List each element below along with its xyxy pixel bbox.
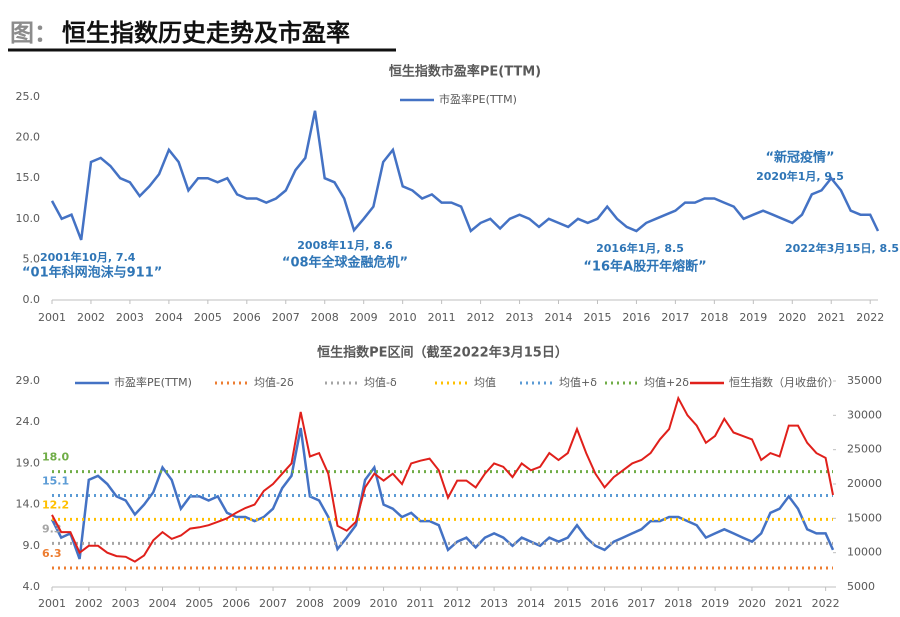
reference-label: 12.2	[42, 498, 69, 511]
x-tick-label: 2004	[149, 597, 177, 610]
x-tick-label: 2019	[739, 311, 767, 324]
annotation: 2020年1月, 9.5	[756, 169, 844, 183]
y2-tick-label: 25000	[847, 443, 882, 456]
annotation: 2016年1月, 8.5	[596, 241, 684, 255]
y2-tick-label: 15000	[847, 511, 882, 524]
chart-title: 恒生指数市盈率PE(TTM)	[389, 64, 541, 80]
x-tick-label: 2012	[443, 597, 471, 610]
reference-label: 18.0	[42, 451, 69, 464]
y2-tick-label: 20000	[847, 477, 882, 490]
y-tick-label: 14.0	[16, 498, 41, 511]
x-tick-label: 2006	[222, 597, 250, 610]
x-tick-label: 2012	[467, 311, 495, 324]
x-tick-label: 2011	[428, 311, 456, 324]
x-tick-label: 2010	[389, 311, 417, 324]
x-tick-label: 2022	[856, 311, 884, 324]
annotation: 2008年11月, 8.6	[297, 238, 393, 252]
header-title: 恒生指数历史走势及市盈率	[62, 19, 350, 47]
annotation: “01年科网泡沫与911”	[22, 265, 162, 281]
x-tick-label: 2003	[116, 311, 144, 324]
annotation: 2001年10月, 7.4	[40, 250, 136, 264]
y2-tick-label: 30000	[847, 408, 882, 421]
y-tick-label: 29.0	[16, 374, 41, 387]
x-tick-label: 2003	[112, 597, 140, 610]
x-tick-label: 2013	[506, 311, 534, 324]
series-line	[51, 395, 834, 563]
x-tick-label: 2008	[311, 311, 339, 324]
x-tick-label: 2001	[38, 597, 66, 610]
x-tick-label: 2019	[701, 597, 729, 610]
x-tick-label: 2021	[775, 597, 803, 610]
x-tick-label: 2018	[664, 597, 692, 610]
series-line	[50, 110, 880, 241]
x-tick-label: 2022	[812, 597, 840, 610]
annotation: “08年全球金融危机”	[282, 255, 408, 271]
annotation: 2022年3月15日, 8.5	[785, 241, 899, 255]
x-tick-label: 2020	[738, 597, 766, 610]
x-tick-label: 2007	[259, 597, 287, 610]
x-tick-label: 2002	[77, 311, 105, 324]
y-tick-label: 25.0	[16, 90, 41, 103]
y-tick-label: 0.0	[23, 293, 41, 306]
x-tick-label: 2001	[38, 311, 66, 324]
x-tick-label: 2017	[627, 597, 655, 610]
y-tick-label: 5.0	[23, 252, 41, 265]
legend-label: 市盈率PE(TTM)	[114, 375, 192, 389]
series-line	[50, 427, 835, 560]
y-tick-label: 10.0	[16, 212, 41, 225]
y2-tick-label: 5000	[847, 580, 875, 593]
x-tick-label: 2009	[350, 311, 378, 324]
y-tick-label: 20.0	[16, 131, 41, 144]
y2-tick-label: 10000	[847, 546, 882, 559]
y-tick-label: 19.0	[16, 456, 41, 469]
x-tick-label: 2020	[778, 311, 806, 324]
x-tick-label: 2005	[185, 597, 213, 610]
x-tick-label: 2014	[545, 311, 573, 324]
x-tick-label: 2021	[817, 311, 845, 324]
x-tick-label: 2013	[480, 597, 508, 610]
x-tick-label: 2008	[296, 597, 324, 610]
x-tick-label: 2006	[233, 311, 261, 324]
legend-label: 均值	[474, 376, 496, 389]
chart-title: 恒生指数PE区间（截至2022年3月15日）	[317, 345, 568, 361]
y-tick-label: 9.0	[23, 539, 41, 552]
legend-label: 均值-δ	[364, 376, 397, 389]
x-tick-label: 2009	[333, 597, 361, 610]
x-tick-label: 2016	[591, 597, 619, 610]
x-tick-label: 2007	[272, 311, 300, 324]
x-tick-label: 2011	[406, 597, 434, 610]
header-prefix: 图：	[10, 19, 58, 47]
x-tick-label: 2014	[517, 597, 545, 610]
x-tick-label: 2017	[661, 311, 689, 324]
x-tick-label: 2005	[194, 311, 222, 324]
x-tick-label: 2018	[700, 311, 728, 324]
x-tick-label: 2015	[554, 597, 582, 610]
x-tick-label: 2002	[75, 597, 103, 610]
x-tick-label: 2010	[370, 597, 398, 610]
annotation: “16年A股开年熔断”	[583, 259, 706, 275]
y-tick-label: 15.0	[16, 171, 41, 184]
y-tick-label: 24.0	[16, 415, 41, 428]
legend-label: 均值+δ	[559, 376, 597, 389]
x-tick-label: 2004	[155, 311, 183, 324]
reference-label: 6.3	[42, 547, 62, 560]
legend-label: 市盈率PE(TTM)	[439, 92, 517, 106]
x-tick-label: 2016	[622, 311, 650, 324]
x-tick-label: 2015	[583, 311, 611, 324]
y2-tick-label: 35000	[847, 374, 882, 387]
annotation: “新冠疫情”	[765, 150, 834, 166]
legend-label: 恒生指数（月收盘价）	[729, 375, 839, 389]
reference-label: 15.1	[42, 475, 69, 488]
legend-label: 均值+2δ	[644, 376, 689, 389]
legend-label: 均值-2δ	[254, 376, 294, 389]
y-tick-label: 4.0	[23, 580, 41, 593]
